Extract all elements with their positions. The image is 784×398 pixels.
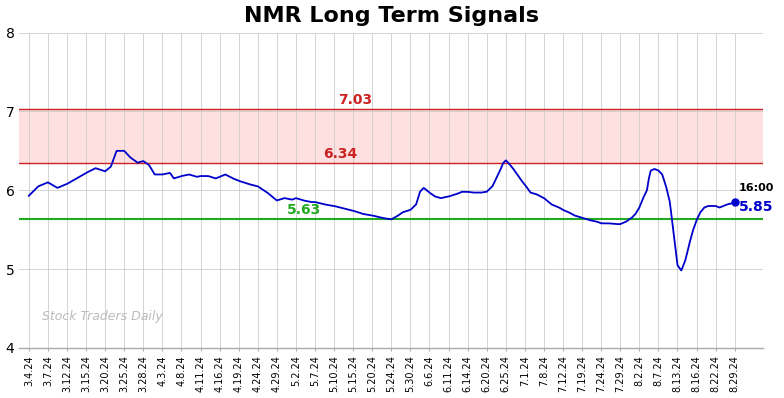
Text: 5.85: 5.85 [739, 200, 773, 214]
Text: 7.03: 7.03 [338, 93, 372, 107]
Text: 5.63: 5.63 [287, 203, 321, 217]
Text: Stock Traders Daily: Stock Traders Daily [42, 310, 162, 323]
Bar [20, 109, 764, 164]
Text: 6.34: 6.34 [324, 147, 358, 161]
Text: 16:00: 16:00 [739, 183, 774, 193]
Title: NMR Long Term Signals: NMR Long Term Signals [244, 6, 539, 25]
